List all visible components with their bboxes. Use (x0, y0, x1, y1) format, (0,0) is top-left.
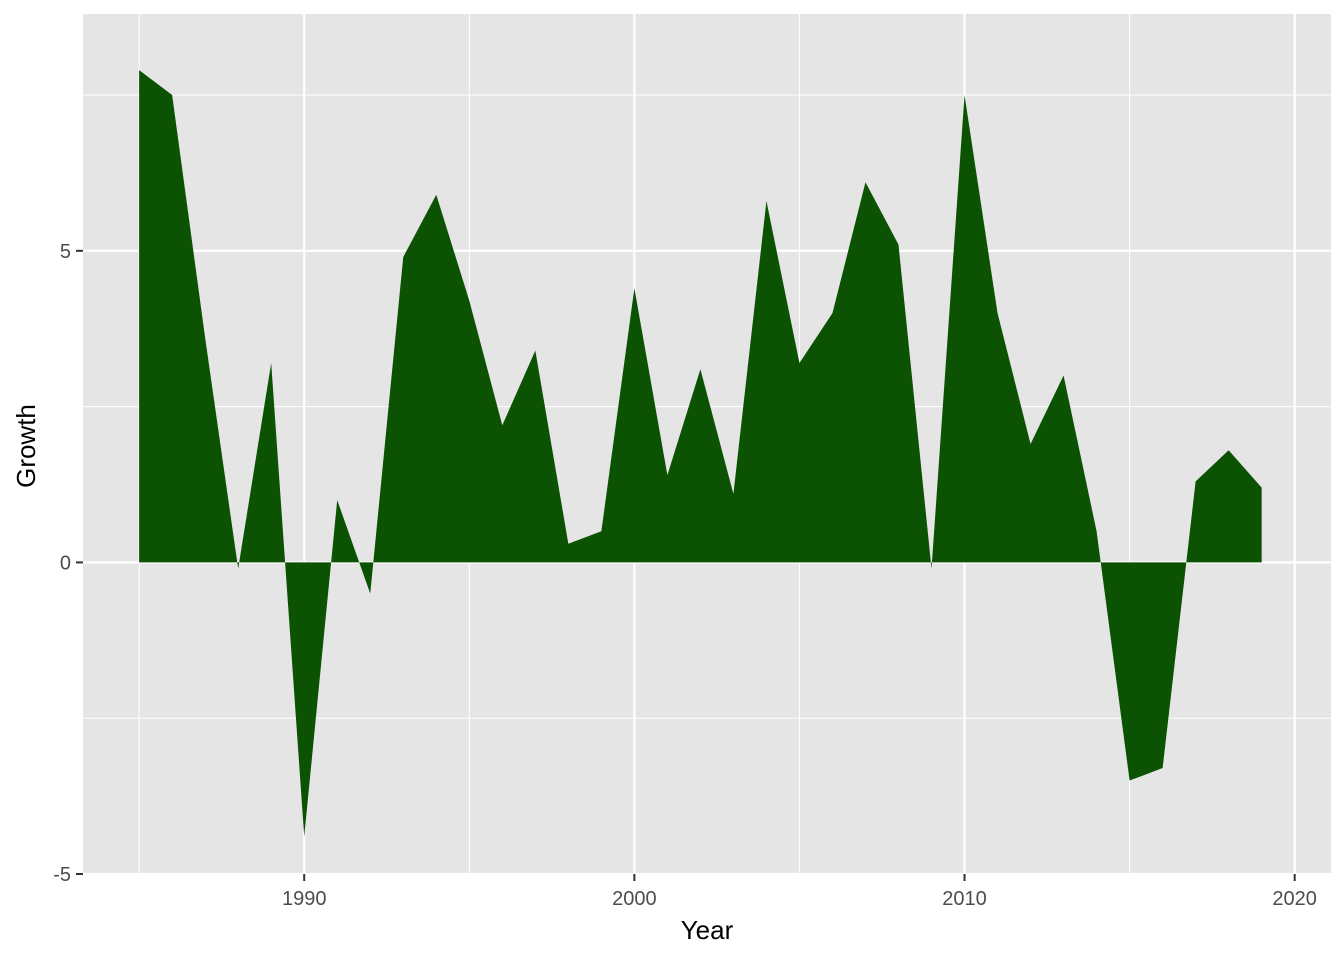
y-tick-label: 5 (60, 241, 71, 263)
area-layer (139, 70, 1262, 837)
y-axis-title: Growth (11, 404, 41, 488)
x-tick-label: 2000 (612, 888, 657, 910)
y-tick-label: 0 (60, 552, 71, 574)
x-tick-label: 2020 (1272, 888, 1317, 910)
x-axis: 1990 2000 2010 2020 (282, 874, 1317, 910)
y-tick-label: -5 (53, 864, 71, 886)
x-tick-label: 2010 (942, 888, 987, 910)
x-axis-title: Year (681, 915, 734, 945)
x-tick-label: 1990 (282, 888, 327, 910)
area-series-0 (139, 70, 1262, 837)
y-axis: -5 0 5 (53, 241, 83, 886)
